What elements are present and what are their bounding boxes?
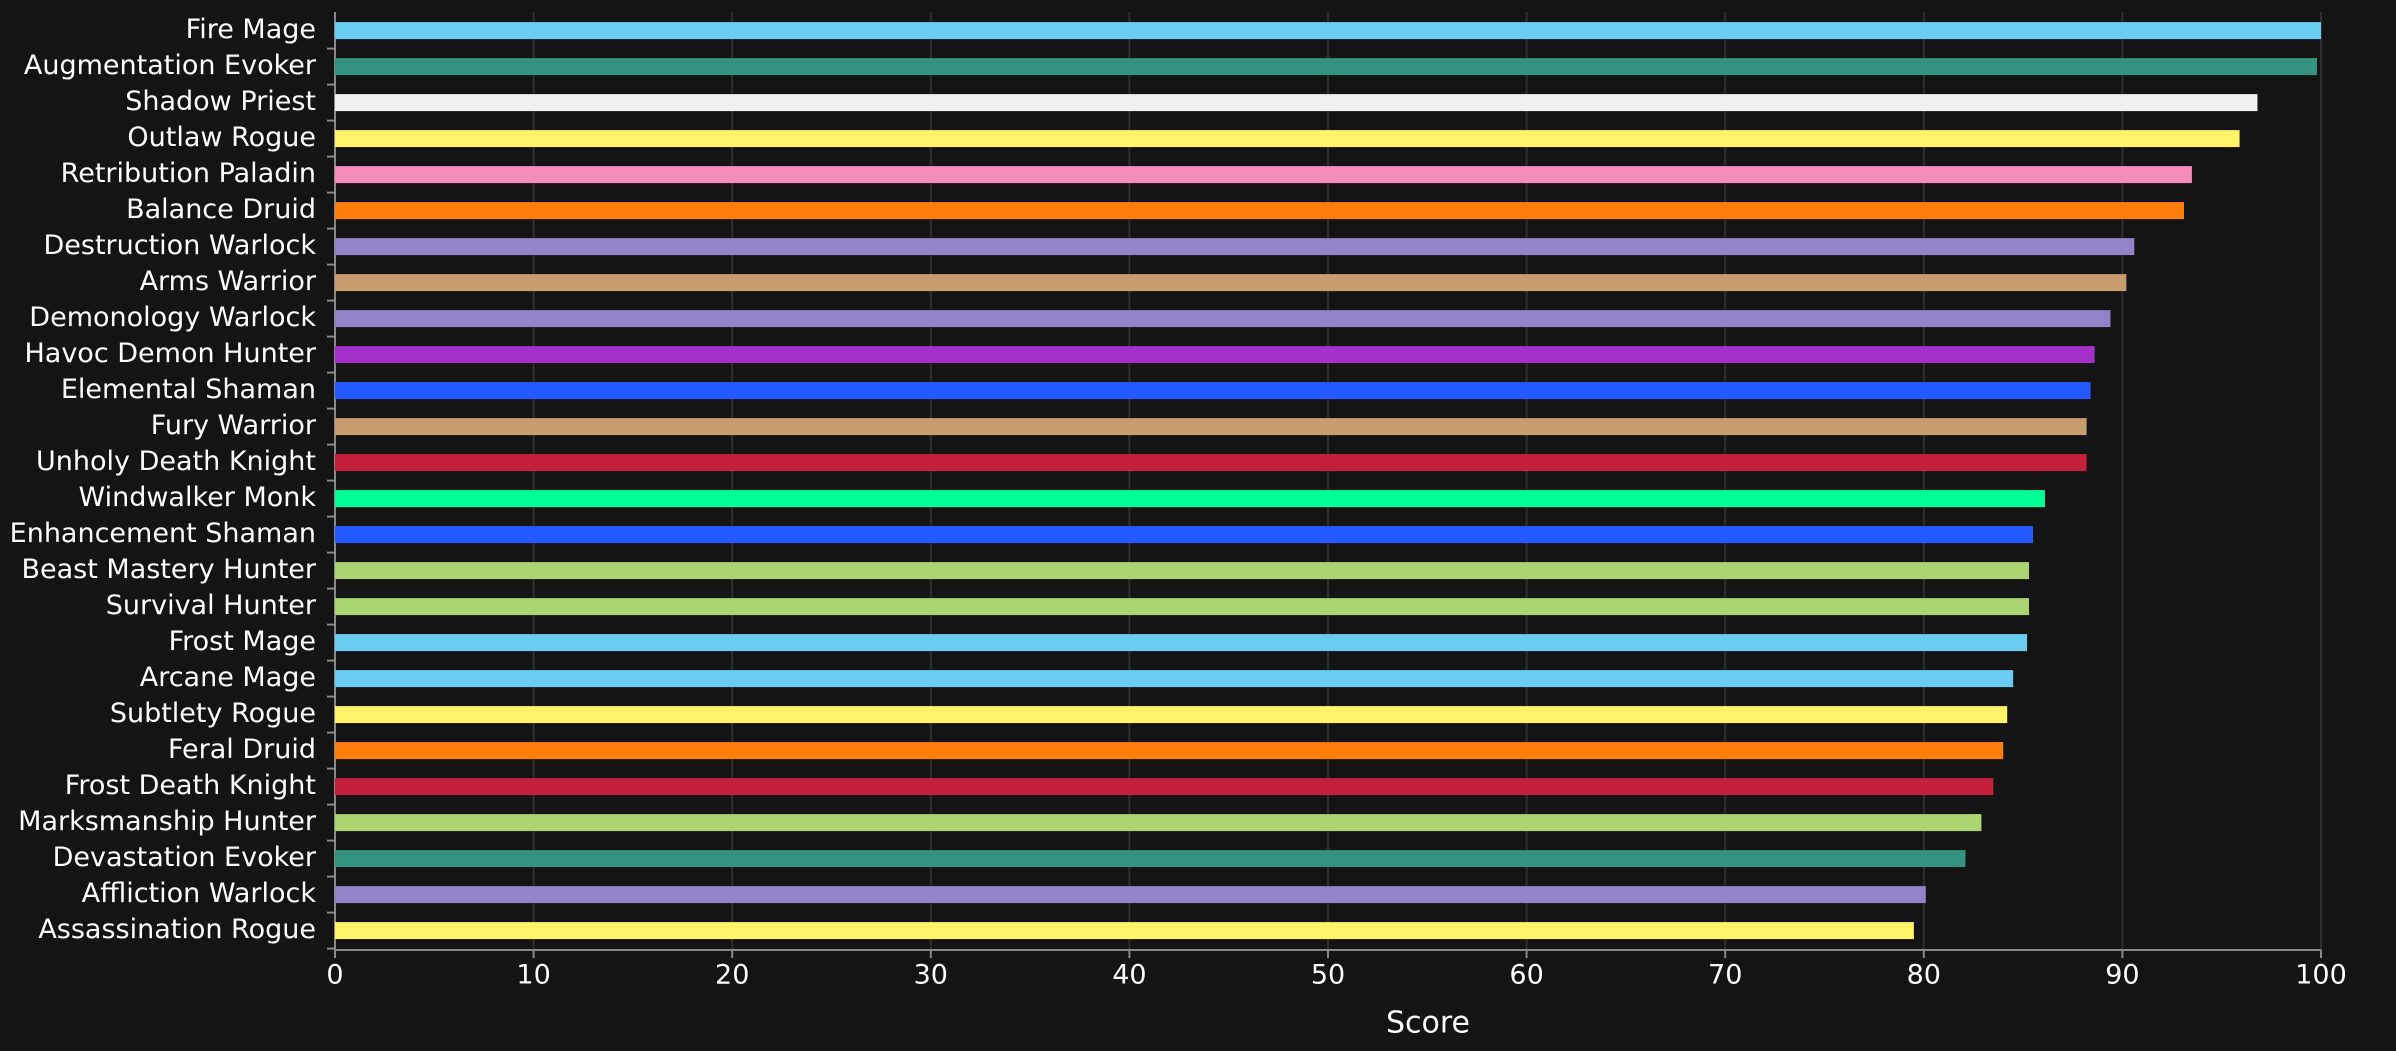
bar [335,598,2030,616]
bar [335,166,2192,184]
bar [335,778,1994,796]
bar [335,310,2111,328]
x-tick-label: 30 [914,960,948,991]
x-tick-label: 80 [1907,960,1941,991]
bar [335,526,2034,544]
bar [335,202,2184,220]
y-tick-label: Balance Druid [126,194,316,225]
bar [335,814,1982,832]
y-tick-label: Unholy Death Knight [36,446,316,477]
x-tick-label: 90 [2105,960,2139,991]
y-tick-label: Feral Druid [168,734,316,765]
y-tick-label: Affliction Warlock [82,878,317,909]
y-tick-label: Assassination Rogue [38,914,316,945]
y-tick-label: Outlaw Rogue [127,122,316,153]
bar [335,130,2240,148]
bar [335,562,2030,580]
bar [335,238,2135,256]
y-tick-label: Enhancement Shaman [10,518,316,549]
y-tick-label: Frost Death Knight [65,770,316,801]
bar [335,922,1914,940]
y-tick-label: Retribution Paladin [61,158,316,189]
bar [335,490,2045,508]
y-tick-label: Arms Warrior [140,266,317,297]
x-tick-label: 40 [1112,960,1146,991]
bar [335,886,1926,904]
x-axis-label: Score [1386,1006,1470,1041]
y-tick-label: Windwalker Monk [78,482,316,513]
y-tick-label: Havoc Demon Hunter [24,338,316,369]
y-tick-label: Marksmanship Hunter [18,806,317,837]
y-tick-label: Frost Mage [169,626,316,657]
y-tick-label: Subtlety Rogue [110,698,316,729]
x-tick-label: 20 [715,960,749,991]
bar [335,382,2091,400]
bar [335,850,1966,868]
y-tick-label: Arcane Mage [140,662,316,693]
x-tick-label: 70 [1708,960,1742,991]
y-tick-label: Destruction Warlock [43,230,316,261]
bar [335,454,2087,472]
y-tick-label: Devastation Evoker [53,842,317,873]
bar [335,22,2321,40]
y-tick-label: Elemental Shaman [61,374,316,405]
y-tick-label: Survival Hunter [106,590,317,621]
y-tick-label: Beast Mastery Hunter [21,554,316,585]
x-tick-label: 50 [1311,960,1345,991]
bar [335,94,2258,112]
bar [335,58,2318,76]
y-tick-label: Shadow Priest [125,86,316,117]
x-tick-label: 60 [1509,960,1543,991]
y-tick-label: Fire Mage [186,14,316,45]
bar [335,346,2095,364]
y-tick-label: Augmentation Evoker [24,50,317,81]
bar [335,706,2008,724]
bar [335,670,2014,688]
bar [335,418,2087,436]
bar [335,274,2127,292]
x-tick-label: 0 [326,960,343,991]
bar [335,634,2028,652]
bar [335,742,2004,760]
x-tick-label: 100 [2295,960,2347,991]
y-tick-label: Demonology Warlock [29,302,316,333]
y-tick-label: Fury Warrior [151,410,317,441]
x-tick-label: 10 [516,960,550,991]
